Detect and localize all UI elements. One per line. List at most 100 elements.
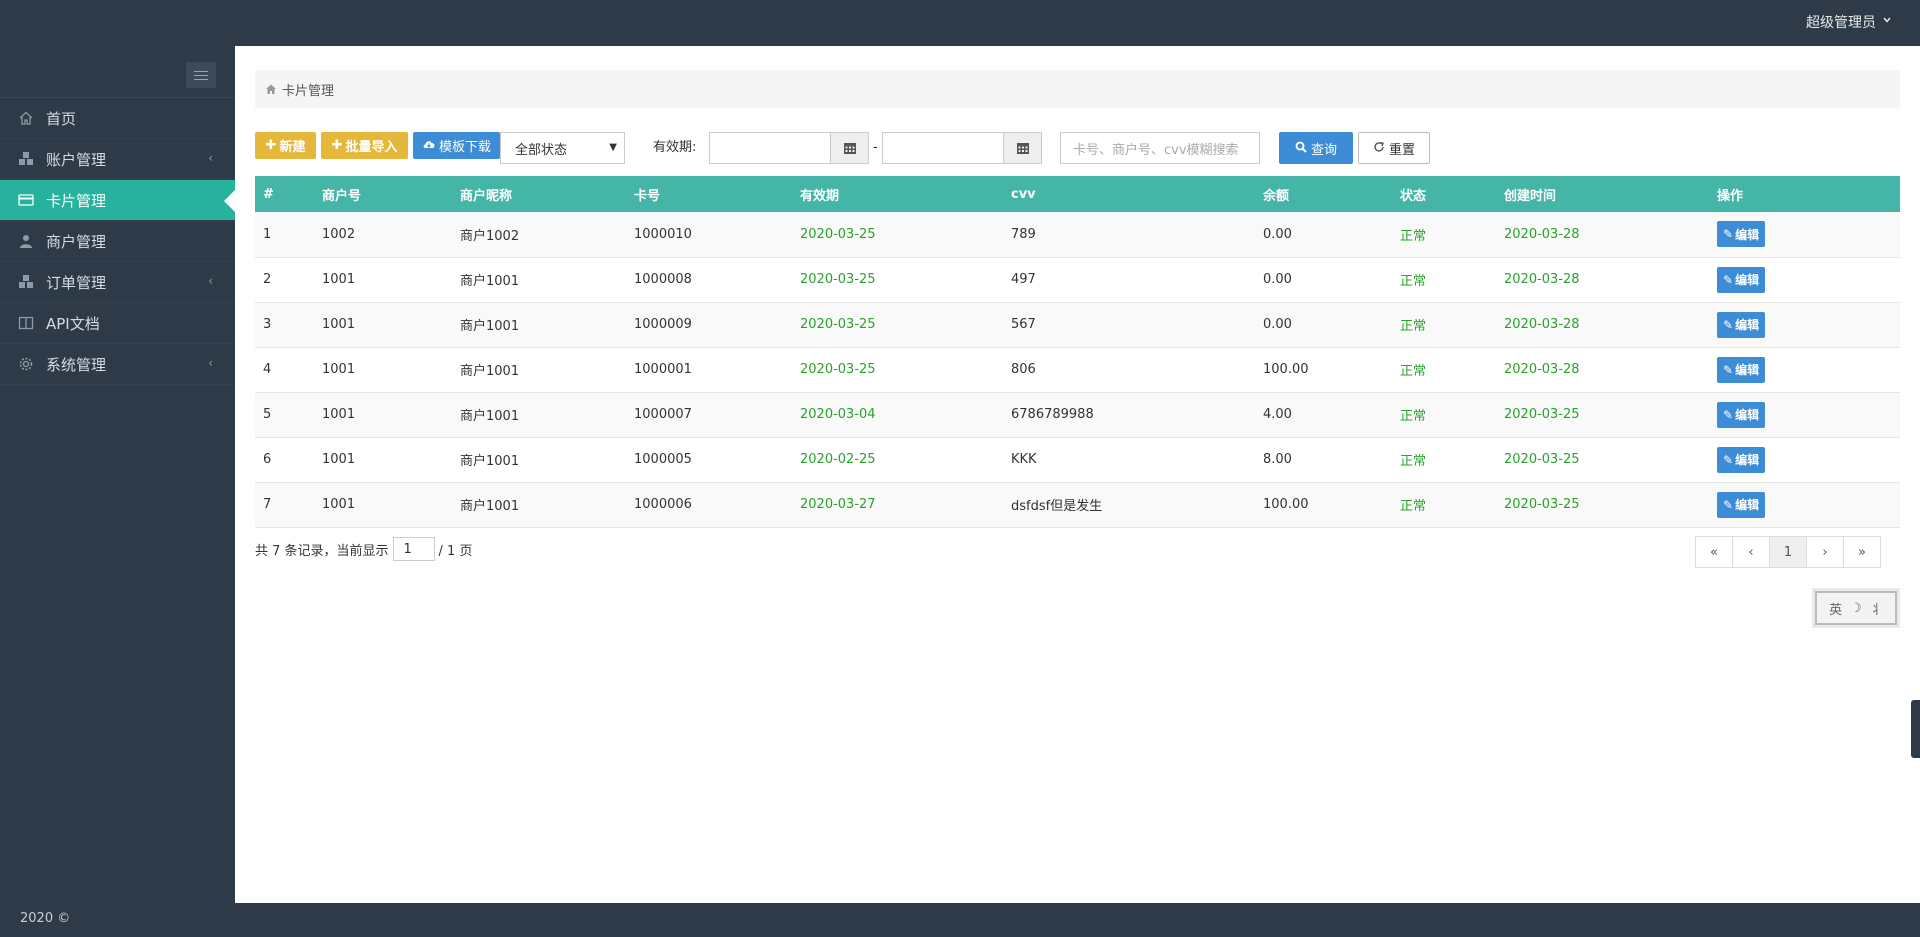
cloud-download-icon	[422, 138, 436, 154]
edit-button[interactable]: ✎ 编辑	[1717, 356, 1766, 383]
calendar-icon[interactable]	[1003, 133, 1041, 163]
first-page-button[interactable]: «	[1695, 536, 1733, 568]
top-bar: 超级管理员	[0, 0, 1920, 46]
sidebar-item-label: 首页	[46, 109, 77, 128]
cvv: 6786789988	[1003, 392, 1255, 438]
actions-cell: ✎ 编辑	[1709, 482, 1900, 528]
sidebar-item-label: 系统管理	[46, 355, 107, 374]
column-header[interactable]: 创建时间	[1504, 188, 1557, 204]
edit-icon: ✎	[1723, 452, 1734, 467]
balance: 4.00	[1255, 392, 1392, 438]
pagination: « ‹ 1 › »	[1695, 536, 1881, 568]
column-header[interactable]: 有效期	[800, 188, 840, 204]
date-separator: -	[873, 140, 878, 155]
user-name: 超级管理员	[1806, 15, 1876, 31]
edit-button[interactable]: ✎ 编辑	[1717, 266, 1766, 293]
plus-icon: ✚	[265, 138, 277, 153]
edit-button-label: 编辑	[1735, 227, 1760, 242]
new-button[interactable]: ✚ 新建	[255, 132, 316, 159]
column-header: 操作	[1717, 188, 1744, 204]
edit-button[interactable]: ✎ 编辑	[1717, 491, 1766, 518]
cvv: 806	[1003, 347, 1255, 393]
hamburger-icon[interactable]	[186, 62, 216, 88]
edit-icon: ✎	[1723, 407, 1734, 422]
user-menu[interactable]: 超级管理员	[1806, 0, 1892, 46]
page-button-current[interactable]: 1	[1769, 536, 1807, 568]
column-header[interactable]: 状态	[1400, 188, 1427, 204]
edit-button[interactable]: ✎ 编辑	[1717, 221, 1766, 248]
sidebar-item-system[interactable]: 系统管理 ‹	[0, 344, 235, 385]
pagination-suffix: / 1 页	[438, 543, 473, 559]
copyright-text: 2020 ©	[20, 911, 71, 926]
footer: 2020 ©	[0, 903, 1920, 937]
column-header[interactable]: cvv	[1011, 186, 1036, 202]
expiry-start-input[interactable]	[709, 132, 869, 164]
status-select[interactable]: 全部状态 ▼	[500, 132, 625, 164]
prev-page-button[interactable]: ‹	[1732, 536, 1770, 568]
sidebar-item-api-docs[interactable]: API文档	[0, 303, 235, 344]
expiry-date: 2020-03-27	[792, 482, 1003, 528]
pagination-info: 共 7 条记录，当前显示 1 / 1 页	[255, 536, 472, 562]
column-header[interactable]: 商户号	[322, 188, 362, 204]
sidebar-item-orders[interactable]: 订单管理 ‹	[0, 262, 235, 303]
calendar-icon[interactable]	[830, 133, 868, 163]
actions-cell: ✎ 编辑	[1709, 347, 1900, 393]
merchant-id: 1001	[314, 347, 452, 393]
edit-button[interactable]: ✎ 编辑	[1717, 311, 1766, 338]
sidebar-item-home[interactable]: 首页	[0, 98, 235, 139]
ime-width-icon[interactable]: ⺦	[1869, 602, 1883, 618]
reset-button-label: 重置	[1388, 141, 1415, 157]
balance: 0.00	[1255, 257, 1392, 303]
row-number: 6	[255, 437, 314, 483]
cvv: KKK	[1003, 437, 1255, 483]
expiry-date: 2020-02-25	[792, 437, 1003, 483]
merchant-name: 商户1001	[452, 257, 626, 303]
edit-icon: ✎	[1723, 227, 1734, 242]
chevron-left-icon: ‹	[208, 274, 213, 288]
ime-toolbar[interactable]: 英 ☽ ⺦	[1815, 591, 1897, 625]
table-row: 7 1001 商户1001 1000006 2020-03-27 dsfdsf但…	[255, 482, 1900, 528]
created-time: 2020-03-28	[1496, 302, 1709, 348]
edit-icon: ✎	[1723, 317, 1734, 332]
ime-language[interactable]: 英	[1829, 602, 1843, 618]
row-number: 3	[255, 302, 314, 348]
column-header[interactable]: 卡号	[634, 188, 661, 204]
batch-import-button[interactable]: ✚ 批量导入	[321, 132, 408, 159]
column-header[interactable]: 商户昵称	[460, 188, 513, 204]
balance: 0.00	[1255, 212, 1392, 258]
caret-down-icon: ▼	[609, 142, 617, 153]
edit-button-label: 编辑	[1735, 453, 1760, 467]
expiry-date: 2020-03-25	[792, 302, 1003, 348]
sidebar-item-label: 订单管理	[46, 273, 107, 292]
merchant-name: 商户1001	[452, 482, 626, 528]
search-icon	[1295, 141, 1307, 156]
moon-icon[interactable]: ☽	[1850, 600, 1862, 616]
table-body: 1 1002 商户1002 1000010 2020-03-25 789 0.0…	[255, 212, 1900, 528]
column-header[interactable]: 余额	[1263, 188, 1290, 204]
created-time: 2020-03-28	[1496, 257, 1709, 303]
edit-button-label: 编辑	[1735, 408, 1760, 422]
reset-button[interactable]: 重置	[1358, 132, 1430, 164]
edit-button[interactable]: ✎ 编辑	[1717, 446, 1766, 473]
search-input[interactable]: 卡号、商户号、cvv模糊搜索	[1060, 132, 1260, 164]
next-page-button[interactable]: ›	[1806, 536, 1844, 568]
divider	[0, 97, 235, 98]
toolbar: ✚ 新建 ✚ 批量导入 模板下载 全部状态 ▼ 有效期: - 卡号、商户号、cvv模	[255, 132, 1900, 164]
template-download-button[interactable]: 模板下载	[413, 132, 500, 159]
pagination-prefix: 共 7 条记录，当前显示	[255, 543, 389, 559]
actions-cell: ✎ 编辑	[1709, 212, 1900, 258]
sidebar-item-cards[interactable]: 卡片管理	[0, 180, 235, 221]
sidebar-item-label: 商户管理	[46, 232, 107, 251]
column-header[interactable]: #	[263, 186, 274, 202]
last-page-button[interactable]: »	[1843, 536, 1881, 568]
sidebar-item-accounts[interactable]: 账户管理 ‹	[0, 139, 235, 180]
main-content: 卡片管理 ✚ 新建 ✚ 批量导入 模板下载 全部状态 ▼ 有效期: -	[235, 46, 1920, 903]
page-number-input[interactable]: 1	[392, 537, 435, 561]
created-time: 2020-03-25	[1496, 437, 1709, 483]
side-panel-handle[interactable]	[1911, 700, 1920, 758]
gear-icon	[18, 356, 34, 372]
expiry-end-input[interactable]	[882, 132, 1042, 164]
sidebar-item-merchants[interactable]: 商户管理	[0, 221, 235, 262]
query-button[interactable]: 查询	[1279, 132, 1353, 164]
edit-button[interactable]: ✎ 编辑	[1717, 401, 1766, 428]
